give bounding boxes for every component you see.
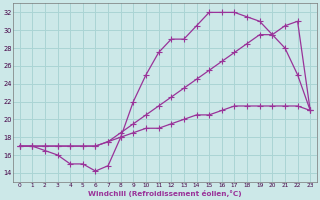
X-axis label: Windchill (Refroidissement éolien,°C): Windchill (Refroidissement éolien,°C) bbox=[88, 190, 242, 197]
